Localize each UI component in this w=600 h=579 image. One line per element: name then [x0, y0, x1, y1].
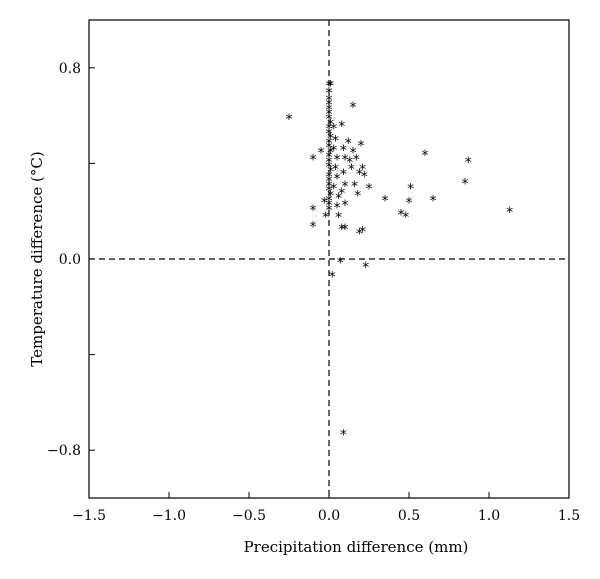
data-point: * — [326, 107, 333, 123]
data-point: * — [327, 117, 334, 133]
x-tick-label: −0.5 — [232, 508, 266, 524]
data-point: * — [356, 227, 363, 243]
data-point: * — [348, 162, 355, 178]
data-point: * — [350, 145, 357, 161]
data-point: * — [356, 167, 363, 183]
data-point: * — [334, 172, 341, 188]
data-point: * — [326, 174, 333, 190]
data-points: ****************************************… — [286, 79, 514, 444]
y-axis-label: Temperature difference (°C) — [28, 151, 46, 366]
data-point: * — [326, 198, 333, 214]
data-point: * — [334, 153, 341, 169]
data-point: * — [326, 93, 333, 109]
x-tick-label: −1.5 — [72, 508, 106, 524]
y-axis-ticks: −0.8 0.0 0.8 — [47, 61, 95, 459]
data-point: * — [335, 210, 342, 226]
data-point: * — [326, 112, 333, 128]
data-point: * — [330, 181, 337, 197]
data-point: * — [326, 203, 333, 219]
x-tick-label: 1.5 — [558, 508, 580, 524]
data-point: * — [342, 198, 349, 214]
data-point: * — [326, 122, 333, 138]
data-point: * — [326, 193, 333, 209]
data-point: * — [382, 193, 389, 209]
data-point: * — [345, 136, 352, 152]
data-point: * — [322, 210, 329, 226]
data-point: * — [310, 203, 317, 219]
data-point: * — [342, 222, 349, 238]
y-tick-label: −0.8 — [47, 443, 81, 459]
data-point: * — [326, 184, 333, 200]
data-point: * — [402, 210, 409, 226]
x-tick-label: 0.5 — [398, 508, 420, 524]
data-point: * — [338, 186, 345, 202]
data-point: * — [330, 143, 337, 159]
data-point: * — [321, 196, 328, 212]
data-point: * — [326, 141, 333, 157]
data-point: * — [326, 86, 333, 102]
data-point: * — [326, 102, 333, 118]
data-point: * — [326, 179, 333, 195]
y-tick-label: 0.0 — [59, 252, 81, 268]
data-point: * — [340, 427, 347, 443]
data-point: * — [332, 134, 339, 150]
reference-lines — [89, 20, 569, 498]
data-point: * — [430, 193, 437, 209]
data-point: * — [350, 100, 357, 116]
data-point: * — [342, 179, 349, 195]
data-point: * — [326, 98, 333, 114]
data-point: * — [351, 179, 358, 195]
data-point: * — [465, 155, 472, 171]
data-point: * — [310, 220, 317, 236]
x-tick-label: 0.0 — [318, 508, 340, 524]
data-point: * — [332, 162, 339, 178]
data-point: * — [506, 205, 513, 221]
data-point: * — [340, 167, 347, 183]
x-tick-label: 1.0 — [478, 508, 500, 524]
data-point: * — [361, 169, 368, 185]
data-point: * — [406, 196, 413, 212]
data-point: * — [326, 155, 333, 171]
data-point: * — [334, 200, 341, 216]
data-point: * — [340, 143, 347, 159]
data-point: * — [326, 136, 333, 152]
x-axis-label: Precipitation difference (mm) — [244, 538, 469, 556]
data-point: * — [346, 155, 353, 171]
data-point: * — [327, 131, 334, 147]
data-point: * — [326, 169, 333, 185]
data-point: * — [359, 162, 366, 178]
data-point: * — [326, 126, 333, 142]
data-point: * — [353, 153, 360, 169]
data-point: * — [407, 181, 414, 197]
data-point: * — [335, 191, 342, 207]
data-point: * — [326, 160, 333, 176]
data-point: * — [329, 270, 336, 286]
data-point: * — [310, 153, 317, 169]
data-point: * — [354, 188, 361, 204]
data-point: * — [338, 119, 345, 135]
x-axis-ticks: −1.5 −1.0 −0.5 0.0 0.5 1.0 1.5 — [72, 492, 580, 524]
data-point: * — [337, 255, 344, 271]
data-point: * — [326, 79, 333, 95]
data-point: * — [327, 145, 334, 161]
data-point: * — [327, 165, 334, 181]
data-point: * — [358, 138, 365, 154]
x-tick-label: −1.0 — [152, 508, 186, 524]
data-point: * — [359, 224, 366, 240]
data-point: * — [362, 260, 369, 276]
data-point: * — [326, 150, 333, 166]
data-point: * — [318, 145, 325, 161]
data-point: * — [327, 79, 334, 95]
data-point: * — [422, 148, 429, 164]
y-tick-label: 0.8 — [59, 61, 81, 77]
data-point: * — [462, 177, 469, 193]
data-point: * — [338, 222, 345, 238]
data-point: * — [286, 112, 293, 128]
data-point: * — [366, 181, 373, 197]
data-point: * — [330, 122, 337, 138]
data-point: * — [398, 208, 405, 224]
data-point: * — [327, 188, 334, 204]
data-point: * — [342, 153, 349, 169]
